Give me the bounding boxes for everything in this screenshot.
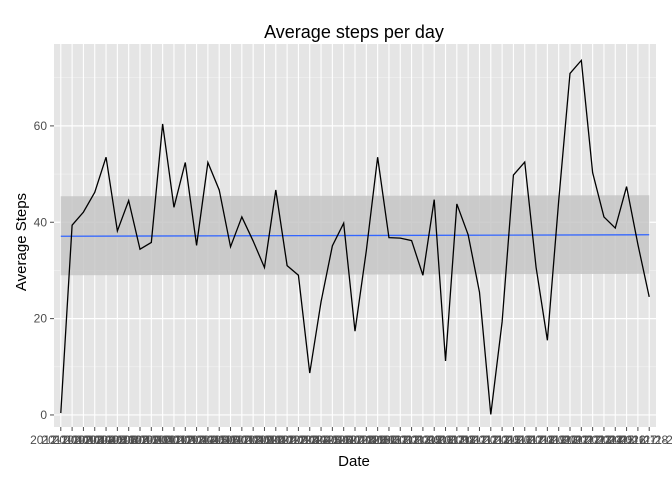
series-line <box>60 58 650 415</box>
x-tick-label: 2012-10-13 <box>143 433 205 447</box>
x-tick-label: 2012-10-28 <box>313 433 375 447</box>
trend-line-path <box>60 234 650 237</box>
x-tick-label: 2012-11-19 <box>506 433 567 447</box>
x-tick-label: 2012-11-03 <box>370 433 431 447</box>
data-series <box>60 58 650 415</box>
x-tick-label: 2012-11-25 <box>574 433 635 447</box>
x-tick-label: 2012-11-08 <box>415 433 476 447</box>
x-tick-label: 2012-10-25 <box>279 433 341 447</box>
x-tick-label: 2012-11-28 <box>608 433 669 447</box>
x-tick-label: 2012-11-20 <box>517 433 578 447</box>
x-tick-label: 2012-10-05 <box>64 433 126 447</box>
x-tick-label: 2012-10-04 <box>53 433 115 447</box>
x-tick-label: 2012-10-17 <box>189 433 251 447</box>
x-tick-label: 2012-11-12 <box>438 433 499 447</box>
x-tick-label: 2012-10-07 <box>87 433 149 447</box>
x-tick-label: 2012-10-22 <box>245 433 307 447</box>
x-tick-label: 2012-11-24 <box>562 433 623 447</box>
x-tick-label: 2012-11-16 <box>472 433 533 447</box>
x-tick-label: 2012-11-17 <box>483 433 544 447</box>
x-tick-label: 2012-11-26 <box>585 433 646 447</box>
chart-title: Average steps per day <box>264 22 444 42</box>
x-tick-label: 2012-10-29 <box>324 433 386 447</box>
x-tick-label: 2012-11-21 <box>528 433 589 447</box>
x-tick-label: 2012-11-06 <box>393 433 454 447</box>
x-tick-label: 2012-10-23 <box>256 433 318 447</box>
x-tick-label: 2012-10-19 <box>211 433 273 447</box>
x-tick-label: 2012-10-14 <box>155 433 217 447</box>
x-tick-label: 2012-10-11 <box>121 433 182 447</box>
x-tick-label: 2012-11-15 <box>461 433 522 447</box>
x-tick-label: 2012-10-06 <box>75 433 137 447</box>
x-tick-label: 2012-10-18 <box>200 433 262 447</box>
x-tick-label: 2012-11-07 <box>404 433 465 447</box>
x-tick-label: 2012-10-21 <box>234 433 296 447</box>
y-tick-label: 20 <box>34 312 48 326</box>
x-tick-label: 2012-10-24 <box>268 433 330 447</box>
x-tick-label: 2012-10-31 <box>347 433 409 447</box>
x-tick-label: 2012-10-27 <box>302 433 364 447</box>
x-tick-label: 2012-11-13 <box>449 433 510 447</box>
x-tick-label: 2012-10-09 <box>98 433 160 447</box>
y-tick-label: 60 <box>34 119 48 133</box>
x-tick-label: 2012-10-30 <box>336 433 398 447</box>
y-axis-label: Average Steps <box>13 193 30 291</box>
x-tick-label: 2012-10-12 <box>132 433 194 447</box>
x-tick-label: 2012-10-03 <box>41 433 103 447</box>
x-tick-label: 2012-10-20 <box>222 433 284 447</box>
x-tick-label: 2012-11-05 <box>381 433 442 447</box>
x-tick-label: 2012-10-26 <box>290 433 352 447</box>
x-tick-label: 2012-10-15 <box>166 433 228 447</box>
x-tick-label: 2012-11-11 <box>427 433 487 447</box>
x-axis-ticks: 2012-10-022012-10-032012-10-042012-10-05… <box>30 427 672 447</box>
x-tick-label: 2012-11-29 <box>619 433 672 447</box>
x-tick-label: 2012-11-23 <box>551 433 612 447</box>
x-tick-label: 2012-10-10 <box>109 433 171 447</box>
x-tick-label: 2012-11-02 <box>359 433 420 447</box>
x-tick-label: 2012-11-18 <box>494 433 555 447</box>
x-tick-label: 2012-11-22 <box>540 433 601 447</box>
x-axis-label: Date <box>338 453 370 470</box>
x-tick-label: 2012-11-27 <box>596 433 657 447</box>
x-tick-label: 2012-10-02 <box>30 433 92 447</box>
y-tick-label: 40 <box>34 215 48 229</box>
trend-line <box>60 234 650 237</box>
y-tick-label: 0 <box>40 408 47 422</box>
y-axis-ticks: 0 20 40 60 <box>34 119 54 422</box>
x-tick-label: 2012-10-16 <box>177 433 239 447</box>
